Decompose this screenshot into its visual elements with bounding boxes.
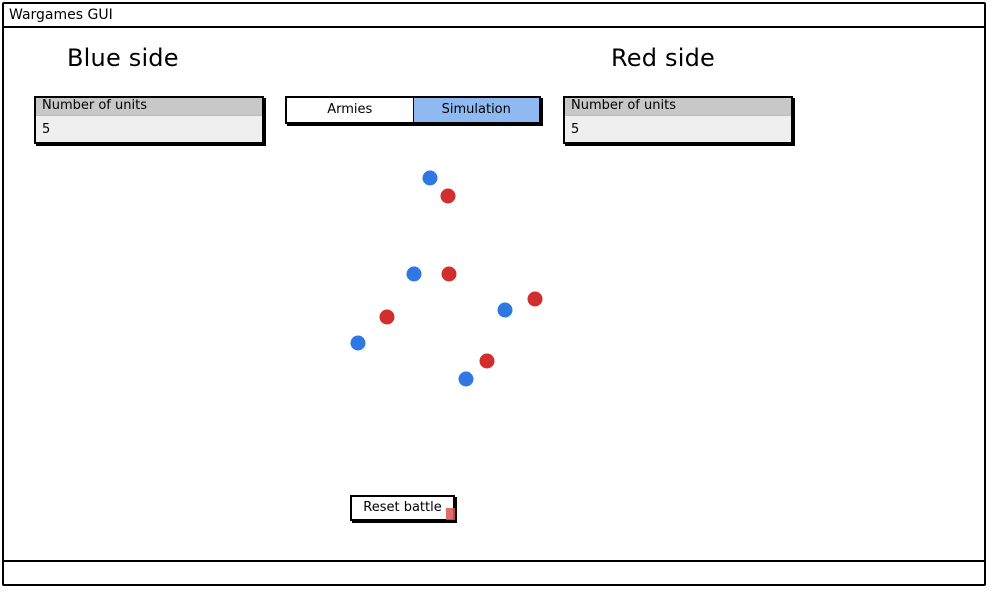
- blue-units-label: Number of units: [36, 98, 262, 116]
- blue-units-value: 5: [42, 122, 51, 137]
- red-side-title: Red side: [611, 44, 715, 72]
- blue-units-panel: Number of units 5: [34, 96, 264, 144]
- blue-side-title: Blue side: [67, 44, 179, 72]
- view-tabs: Armies Simulation: [285, 96, 541, 124]
- tab-simulation[interactable]: Simulation: [412, 98, 539, 122]
- red-units-label: Number of units: [565, 98, 791, 116]
- red-units-value: 5: [571, 122, 580, 137]
- app-window: Wargames GUI: [2, 2, 986, 586]
- title-bar: Wargames GUI: [4, 4, 984, 28]
- window-title: Wargames GUI: [9, 7, 113, 23]
- tab-armies[interactable]: Armies: [327, 102, 373, 117]
- cursor-marker: [446, 508, 455, 520]
- red-units-panel: Number of units 5: [563, 96, 793, 144]
- status-bar: [4, 560, 984, 584]
- reset-battle-button[interactable]: Reset battle: [350, 495, 455, 521]
